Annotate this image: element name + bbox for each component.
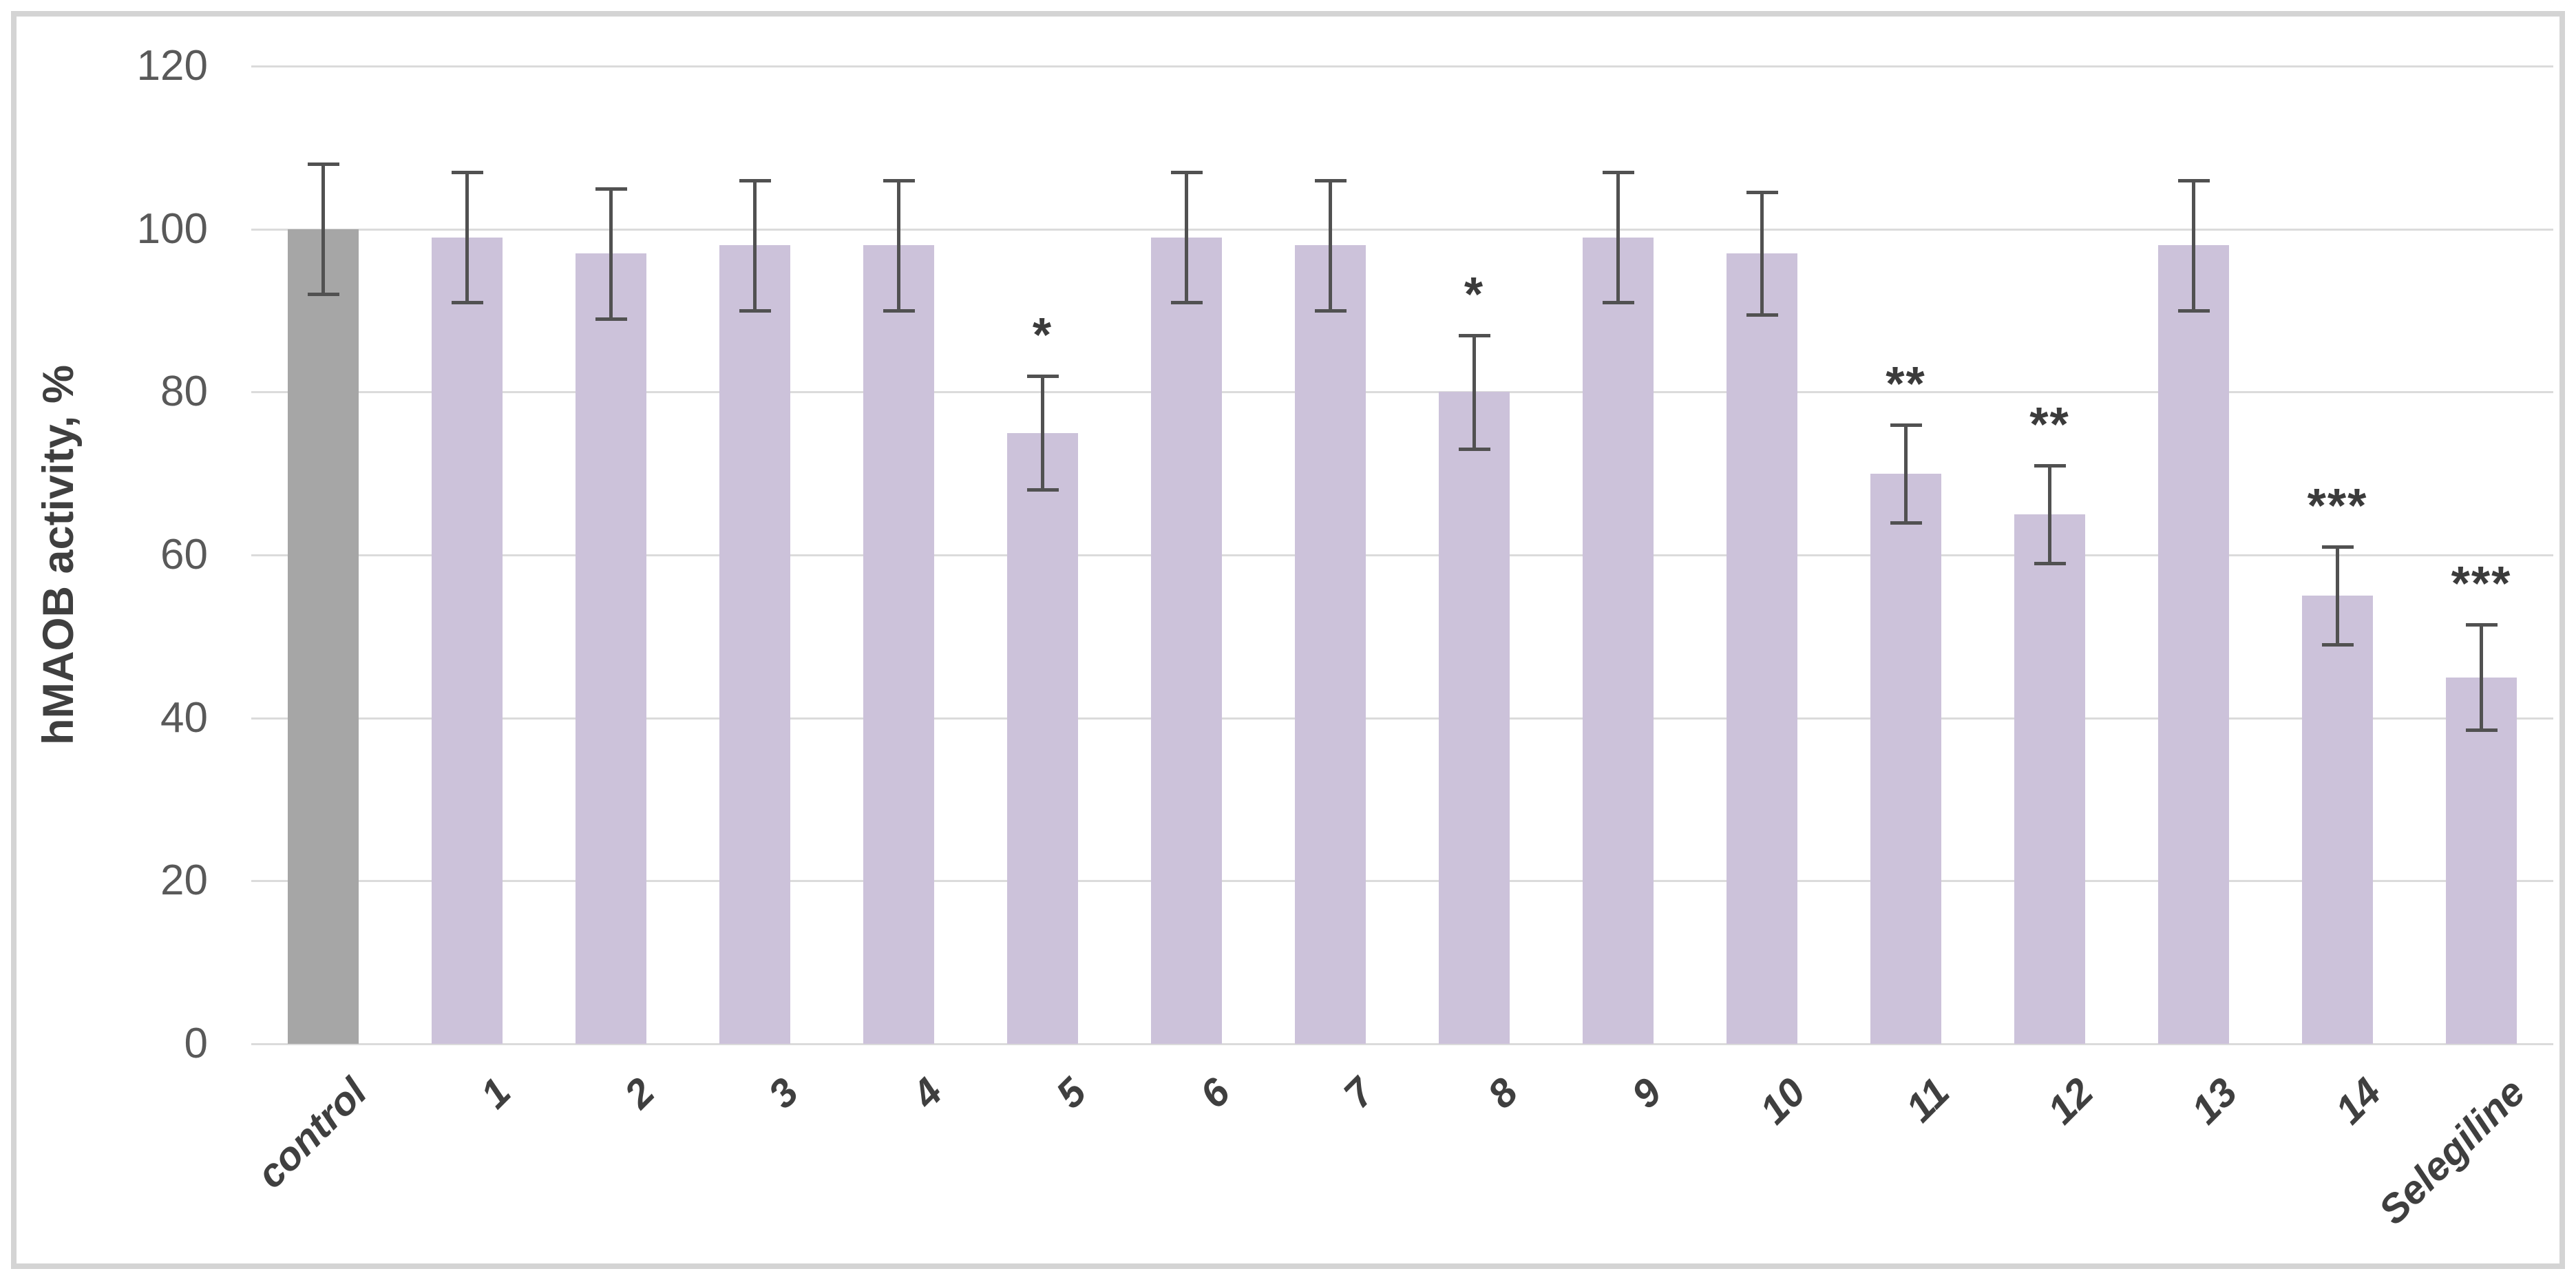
y-tick-label: 40 — [160, 693, 208, 742]
error-bar-bottom-cap — [595, 317, 627, 321]
error-bar — [321, 164, 325, 295]
bar-7 — [1295, 245, 1366, 1044]
gridline — [251, 554, 2553, 556]
error-bar — [2480, 624, 2483, 731]
error-bar-bottom-cap — [739, 309, 771, 313]
error-bar — [2336, 547, 2339, 645]
error-bar — [1616, 171, 1620, 303]
chart-frame-border — [11, 11, 2565, 1269]
bar-1 — [432, 237, 503, 1044]
error-bar — [753, 180, 757, 311]
error-bar — [897, 180, 900, 311]
bar-12 — [2014, 514, 2085, 1044]
error-bar-top-cap — [1746, 191, 1778, 195]
bar-control — [288, 229, 359, 1044]
bar-13 — [2158, 245, 2229, 1044]
bar-selegiline — [2446, 677, 2517, 1044]
gridline — [251, 880, 2553, 883]
y-tick-label: 100 — [136, 204, 208, 253]
error-bar — [1041, 375, 1044, 490]
bar-4 — [863, 245, 934, 1044]
error-bar-top-cap — [1170, 170, 1203, 174]
x-axis-line — [251, 1043, 2553, 1045]
bar-10 — [1727, 253, 1797, 1044]
error-bar — [2048, 465, 2051, 563]
error-bar-bottom-cap — [1746, 313, 1778, 317]
error-bar-bottom-cap — [1170, 301, 1203, 305]
error-bar — [1472, 335, 1476, 450]
error-bar-bottom-cap — [2034, 561, 2066, 565]
bar-3 — [719, 245, 790, 1044]
bar-14 — [2302, 596, 2373, 1044]
error-bar-top-cap — [1458, 333, 1490, 337]
error-bar-bottom-cap — [1026, 488, 1059, 492]
y-tick-label: 20 — [160, 857, 208, 905]
y-tick-label: 60 — [160, 531, 208, 578]
error-bar-bottom-cap — [1602, 301, 1634, 305]
y-tick-label: 0 — [184, 1020, 208, 1067]
error-bar — [1760, 192, 1764, 315]
error-bar-top-cap — [451, 170, 483, 174]
error-bar-top-cap — [307, 162, 339, 166]
error-bar-bottom-cap — [307, 293, 339, 297]
significance-label: *** — [2307, 479, 2368, 533]
error-bar — [1329, 180, 1332, 311]
error-bar-top-cap — [1026, 374, 1059, 378]
error-bar-bottom-cap — [1890, 521, 1922, 525]
error-bar-bottom-cap — [2465, 728, 2498, 733]
error-bar-bottom-cap — [2177, 309, 2210, 313]
significance-label: * — [1032, 307, 1053, 361]
significance-label: *** — [2451, 556, 2512, 610]
gridline — [251, 391, 2553, 394]
significance-label: * — [1464, 266, 1485, 321]
error-bar-top-cap — [2177, 178, 2210, 182]
error-bar-top-cap — [1602, 170, 1634, 174]
y-tick-label: 120 — [136, 42, 208, 90]
significance-label: ** — [1886, 356, 1926, 410]
gridline — [251, 65, 2553, 67]
error-bar-top-cap — [595, 187, 627, 191]
error-bar-bottom-cap — [451, 301, 483, 305]
error-bar — [609, 188, 613, 319]
error-bar — [1185, 171, 1188, 303]
error-bar-top-cap — [1314, 178, 1347, 182]
error-bar — [2192, 180, 2195, 311]
error-bar-bottom-cap — [2321, 643, 2354, 647]
error-bar-top-cap — [1890, 423, 1922, 427]
error-bar-top-cap — [739, 178, 771, 182]
error-bar-top-cap — [883, 178, 915, 182]
error-bar-bottom-cap — [1458, 448, 1490, 452]
error-bar-bottom-cap — [883, 309, 915, 313]
error-bar-top-cap — [2465, 622, 2498, 627]
significance-label: ** — [2029, 397, 2070, 451]
bar-9 — [1583, 237, 1654, 1044]
y-tick-label: 80 — [160, 368, 208, 416]
bar-5 — [1007, 432, 1078, 1044]
error-bar — [465, 171, 469, 303]
bar-2 — [576, 253, 646, 1044]
gridline — [251, 717, 2553, 720]
error-bar — [1904, 424, 1908, 523]
gridline — [251, 228, 2553, 231]
error-bar-top-cap — [2034, 463, 2066, 468]
bar-8 — [1439, 392, 1510, 1044]
error-bar-top-cap — [2321, 545, 2354, 549]
bar-11 — [1870, 473, 1941, 1044]
bar-6 — [1151, 237, 1222, 1044]
error-bar-bottom-cap — [1314, 309, 1347, 313]
